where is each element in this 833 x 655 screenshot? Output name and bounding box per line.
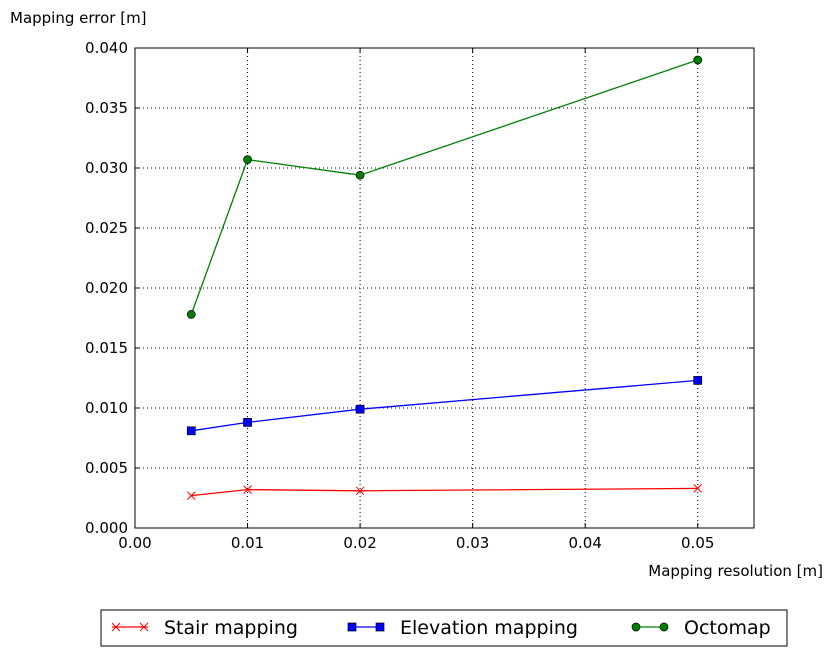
- octomap-point: [355, 170, 365, 180]
- stair-mapping-point: [243, 485, 252, 494]
- y-axis-label: Mapping error [m]: [10, 9, 147, 27]
- x-tick-label: 0.00: [118, 534, 151, 552]
- y-tick-label: 0.015: [85, 339, 128, 357]
- elevation-mapping-legend-marker: [375, 622, 385, 632]
- elevation-mapping-point: [186, 426, 196, 436]
- stair-mapping-legend-marker: [139, 622, 149, 632]
- y-tick-label: 0.035: [85, 99, 128, 117]
- elevation-mapping-point: [243, 418, 252, 427]
- y-tick-label: 0.010: [85, 399, 128, 417]
- octomap-point: [243, 155, 252, 164]
- x-tick-label: 0.04: [568, 534, 601, 552]
- octomap-legend-marker: [631, 622, 641, 632]
- y-tick-label: 0.000: [85, 519, 128, 537]
- stair-mapping-line: [191, 487, 698, 497]
- octomap-point: [186, 310, 196, 319]
- stair-mapping-point: [186, 491, 196, 500]
- x-axis-label: Mapping resolution [m]: [648, 562, 823, 580]
- axis-ticks: 0.00 0.01 0.02 0.03 0.04 0.05 0.000 0.005 0.010 0…: [85, 39, 754, 552]
- elevation-mapping-legend-label: Elevation mapping: [400, 617, 578, 639]
- legend-frame: [100, 609, 788, 647]
- elevation-mapping-line: [191, 379, 698, 432]
- y-tick-label: 0.025: [85, 219, 128, 237]
- stair-mapping-legend-marker: [111, 622, 121, 632]
- y-tick-label: 0.040: [85, 39, 128, 57]
- legend: Stair mapping Elevation mapping Octomap: [100, 609, 788, 647]
- x-tick-label: 0.02: [343, 534, 376, 552]
- stair-mapping-point: [693, 484, 703, 493]
- stair-mapping-point: [355, 486, 365, 496]
- grid-lines: [135, 48, 754, 528]
- plot-series: [186, 55, 703, 500]
- elevation-mapping-point: [355, 404, 365, 414]
- x-tick-label: 0.03: [456, 534, 489, 552]
- octomap-point: [693, 55, 703, 65]
- elevation-mapping-point: [693, 376, 703, 385]
- x-tick-label: 0.01: [231, 534, 264, 552]
- y-tick-label: 0.030: [85, 159, 128, 177]
- elevation-mapping-legend-marker: [347, 622, 357, 632]
- octomap-line: [190, 59, 698, 315]
- x-tick-label: 0.05: [681, 534, 714, 552]
- octomap-legend-marker: [659, 622, 669, 632]
- stair-mapping-legend-label: Stair mapping: [164, 617, 298, 639]
- y-tick-label: 0.020: [85, 279, 128, 297]
- y-tick-label: 0.005: [85, 459, 128, 477]
- octomap-legend-label: Octomap: [684, 617, 771, 639]
